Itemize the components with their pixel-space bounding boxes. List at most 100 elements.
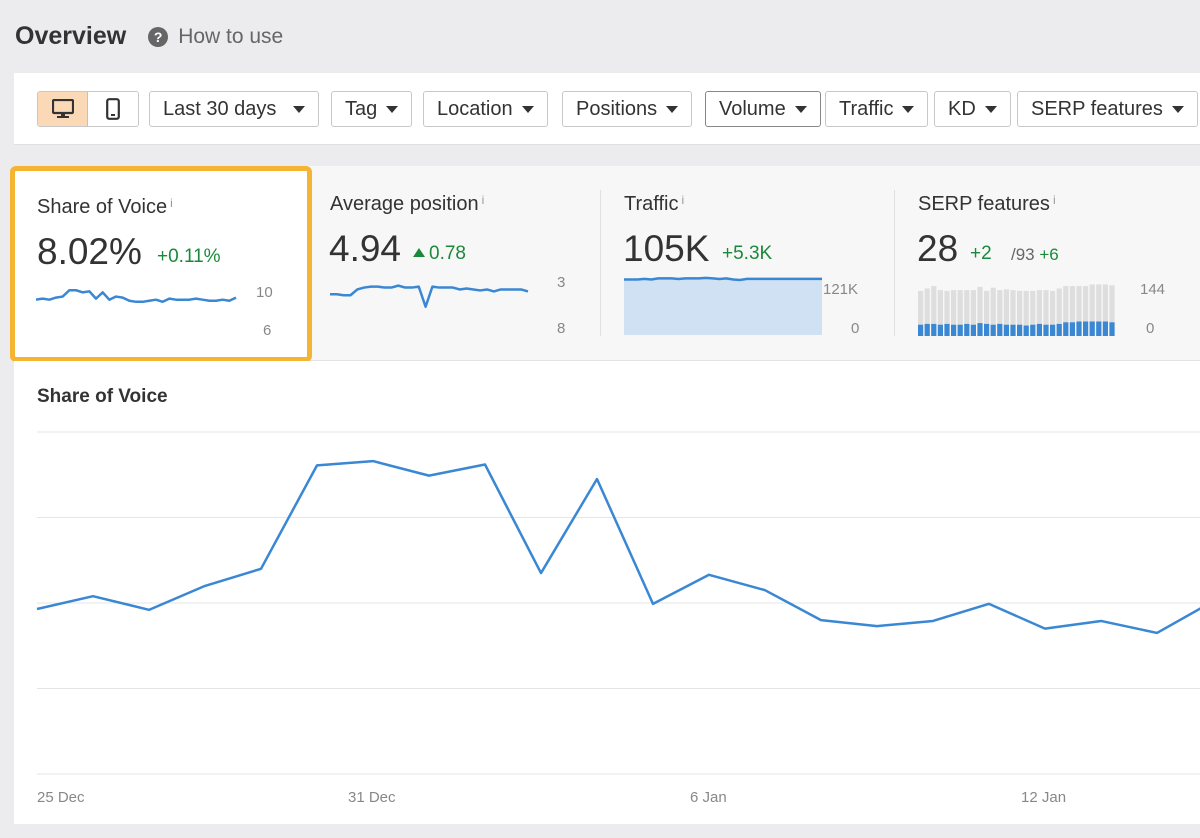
kd-filter-label: KD	[948, 97, 976, 120]
serp-total-bar	[1076, 286, 1082, 336]
scale-top: 10	[256, 284, 273, 301]
help-icon: ?	[148, 26, 169, 47]
serp-total-bar	[977, 286, 983, 336]
metric-divider	[894, 190, 895, 336]
share-of-voice-card[interactable]: Share of Voice i 8.02% +0.11% 10 6	[10, 166, 312, 362]
chevron-down-icon	[1171, 105, 1184, 113]
x-axis-tick: 25 Dec	[37, 789, 85, 806]
traffic-card[interactable]: Traffic i 105K +5.3K 121K 0	[610, 166, 896, 361]
average-position-sparkline	[330, 284, 529, 309]
sparkline-area	[624, 277, 822, 335]
traffic-filter[interactable]: Traffic	[825, 91, 929, 127]
serp-owned-bar	[984, 323, 990, 336]
metric-title-text: Traffic	[624, 193, 679, 215]
serp-features-filter[interactable]: SERP features	[1017, 91, 1198, 127]
scale-top: 121K	[823, 281, 859, 298]
metric-delta: +0.11%	[157, 246, 221, 267]
info-icon[interactable]: i	[1052, 193, 1056, 207]
location-filter[interactable]: Location	[423, 91, 548, 127]
serp-owned-bar	[1010, 324, 1016, 336]
page-header: Overview ? How to use	[15, 22, 283, 51]
volume-filter[interactable]: Volume	[705, 91, 821, 127]
serp-owned-bar	[918, 324, 924, 336]
tag-filter[interactable]: Tag	[331, 91, 413, 127]
average-position-card[interactable]: Average position i 4.94 0.78 3 8	[316, 166, 602, 361]
share-of-voice-line-chart[interactable]	[14, 361, 1200, 791]
serp-total-bar	[990, 287, 996, 336]
serp-owned-bar	[951, 324, 957, 336]
serp-owned-bar	[977, 323, 983, 336]
x-axis-tick: 31 Dec	[348, 789, 396, 806]
scale-bottom: 0	[851, 320, 860, 337]
mobile-device-button[interactable]	[88, 92, 138, 126]
tag-filter-label: Tag	[345, 97, 378, 120]
date-range-dropdown[interactable]: Last 30 days	[149, 91, 319, 127]
metric-delta: +2	[970, 243, 992, 264]
chevron-down-icon	[902, 105, 915, 113]
serp-owned-bar	[1056, 323, 1062, 336]
how-to-use-link[interactable]: ? How to use	[148, 25, 283, 49]
chart-title: Share of Voice	[37, 386, 168, 407]
metric-of-total: /93 +6	[1011, 245, 1059, 265]
scale-bottom: 0	[1146, 320, 1155, 337]
kd-filter[interactable]: KD	[934, 91, 1011, 127]
info-icon[interactable]: i	[170, 196, 173, 210]
metric-title: SERP features i	[918, 193, 1056, 216]
metric-title-text: SERP features	[918, 193, 1050, 215]
serp-owned-bar	[1089, 321, 1095, 336]
serp-total-bar	[1023, 290, 1029, 336]
info-icon[interactable]: i	[681, 193, 685, 207]
serp-owned-bar	[957, 324, 963, 336]
positions-filter[interactable]: Positions	[562, 91, 693, 127]
serp-total-bar	[984, 290, 990, 336]
serp-total-bar	[1089, 284, 1095, 336]
serp-owned-bar	[997, 323, 1003, 336]
serp-features-card[interactable]: SERP features i 28 +2 /93 +6 144 0	[904, 166, 1200, 361]
serp-owned-bar	[990, 324, 996, 336]
serp-features-bar-chart	[918, 284, 1115, 336]
share-of-voice-chart-panel: Share of Voice 25 Dec 31 Dec 6 Jan 12 Ja…	[14, 361, 1200, 824]
page-title: Overview	[15, 22, 127, 50]
scale-bottom: 6	[263, 322, 272, 339]
mobile-icon	[106, 98, 120, 120]
serp-owned-bar	[931, 323, 937, 336]
traffic-sparkline	[624, 276, 822, 335]
date-range-label: Last 30 days	[163, 97, 277, 120]
serp-total-bar	[918, 290, 924, 336]
serp-total-bar	[1096, 284, 1102, 336]
chevron-down-icon	[984, 105, 997, 113]
serp-total-bar	[1102, 284, 1108, 336]
desktop-device-button[interactable]	[38, 92, 88, 126]
serp-owned-bar	[1069, 322, 1075, 336]
sparkline-series	[624, 276, 822, 282]
serp-owned-bar	[1096, 321, 1102, 336]
serp-owned-bar	[937, 324, 943, 336]
metric-title: Share of Voice i	[37, 196, 173, 219]
metric-total-text: /93	[1011, 245, 1035, 264]
serp-total-bar	[1083, 286, 1089, 336]
serp-total-bar	[1017, 290, 1023, 336]
serp-total-bar	[997, 290, 1003, 336]
info-icon[interactable]: i	[481, 193, 485, 207]
scale-bottom: 8	[557, 320, 566, 337]
serp-owned-bar	[1083, 321, 1089, 336]
serp-total-bar	[1069, 286, 1075, 336]
metric-value: 4.94	[329, 228, 402, 269]
serp-owned-bar	[970, 324, 976, 336]
sparkline-series	[330, 284, 529, 309]
serp-owned-bar	[1036, 323, 1042, 336]
serp-owned-bar	[944, 323, 950, 336]
serp-total-bar	[1030, 290, 1036, 336]
serp-total-bar	[1010, 290, 1016, 336]
traffic-filter-label: Traffic	[839, 97, 894, 120]
serp-total-bar	[1063, 286, 1069, 336]
chevron-down-icon	[521, 105, 534, 113]
metric-title-text: Share of Voice	[37, 196, 168, 218]
chevron-down-icon	[293, 105, 305, 113]
serp-owned-bar	[1030, 324, 1036, 336]
serp-owned-bar	[1003, 324, 1009, 336]
metric-value: 8.02%	[37, 231, 142, 272]
serp-total-bar	[964, 290, 970, 336]
serp-owned-bar	[964, 323, 970, 336]
serp-total-bar	[957, 290, 963, 336]
